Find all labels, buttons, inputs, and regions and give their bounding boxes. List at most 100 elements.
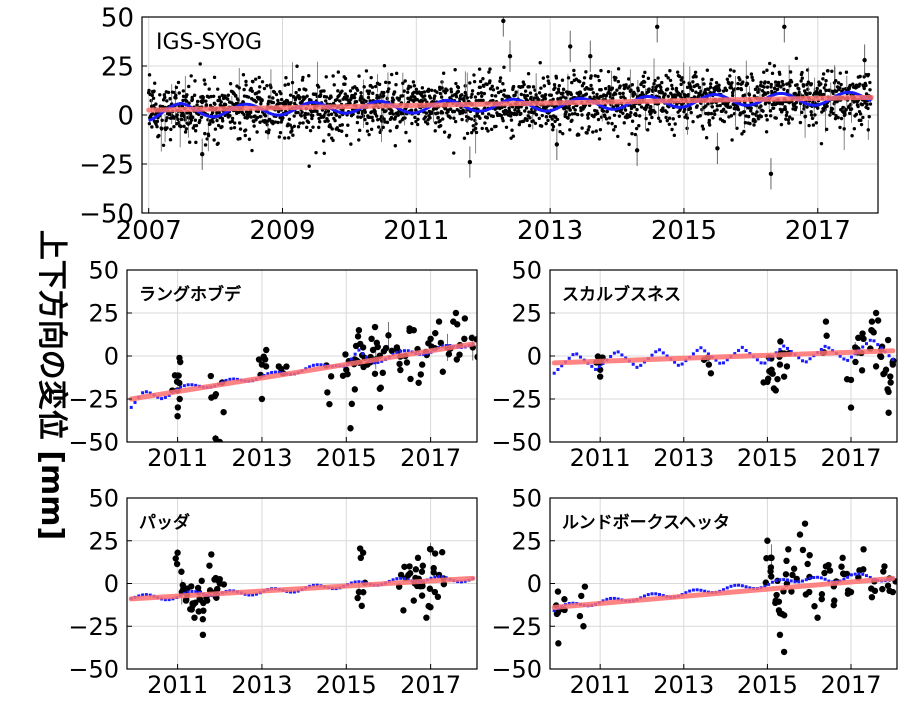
model-point: [429, 576, 433, 580]
data-point: [377, 95, 381, 100]
data-point: [212, 138, 216, 142]
data-point: [647, 87, 651, 91]
data-point: [374, 114, 379, 118]
data-point: [794, 56, 799, 61]
data-point: [825, 104, 829, 108]
x-tick-label: 2015: [651, 216, 717, 246]
data-point: [519, 111, 523, 116]
data-point: [793, 91, 797, 96]
data-point: [176, 117, 180, 122]
data-point: [150, 93, 154, 98]
data-point: [701, 127, 706, 131]
model-point: [706, 352, 710, 356]
model-point: [148, 593, 152, 597]
model-point: [789, 350, 793, 354]
data-point: [276, 109, 281, 114]
data-point: [474, 99, 478, 103]
data-point: [179, 124, 183, 129]
data-point: [806, 87, 810, 91]
data-point: [269, 85, 273, 90]
data-point: [576, 612, 584, 620]
data-point: [715, 108, 719, 112]
data-point: [238, 136, 242, 141]
data-point: [814, 121, 819, 125]
data-point: [596, 74, 600, 79]
data-point: [174, 93, 178, 97]
data-point: [213, 127, 218, 131]
data-point: [213, 102, 217, 106]
data-point: [613, 124, 618, 129]
data-point: [786, 118, 791, 122]
data-point: [769, 82, 773, 87]
data-point: [485, 116, 490, 120]
data-point: [303, 116, 307, 120]
model-point: [782, 578, 786, 582]
data-point: [181, 89, 186, 93]
data-point: [387, 80, 391, 85]
data-point: [570, 118, 574, 122]
model-point: [680, 362, 684, 366]
data-point: [255, 130, 259, 134]
data-point: [200, 599, 207, 607]
trend-line: [146, 94, 874, 113]
data-point: [288, 123, 292, 127]
data-point: [400, 94, 405, 98]
data-point: [414, 108, 418, 112]
data-point: [783, 363, 791, 370]
data-point: [616, 134, 620, 139]
data-point: [582, 81, 586, 86]
data-point: [708, 85, 713, 89]
data-point: [263, 114, 268, 118]
data-point: [207, 87, 211, 91]
data-point: [438, 549, 446, 556]
data-point: [788, 588, 795, 595]
data-point: [809, 82, 814, 86]
data-point: [381, 125, 385, 130]
data-point: [190, 97, 195, 102]
model-point: [673, 360, 677, 364]
data-point: [465, 131, 470, 136]
data-point: [437, 339, 445, 347]
model-point: [182, 384, 186, 388]
data-point: [286, 82, 291, 86]
data-point: [805, 105, 809, 109]
data-point: [841, 87, 845, 92]
data-point: [198, 62, 202, 66]
data-point: [770, 385, 778, 392]
x-tick-label: 2017: [820, 444, 881, 472]
model-point: [676, 363, 680, 367]
data-point: [473, 126, 478, 131]
model-point: [846, 358, 850, 362]
data-point: [281, 116, 285, 120]
data-point: [526, 71, 531, 76]
model-point: [646, 593, 650, 597]
data-point: [852, 358, 859, 366]
data-point: [428, 96, 433, 100]
data-point: [199, 616, 207, 623]
data-point: [369, 127, 374, 131]
data-point: [736, 86, 740, 91]
data-point: [764, 375, 772, 382]
model-point: [635, 365, 639, 369]
data-point: [839, 116, 844, 121]
data-point: [327, 133, 331, 137]
data-point: [810, 116, 815, 121]
data-point: [329, 95, 333, 99]
data-point: [204, 103, 209, 107]
data-point: [789, 80, 794, 84]
y-tick-label: −25: [68, 613, 119, 641]
data-point: [488, 79, 492, 83]
data-point: [751, 78, 755, 82]
data-point: [826, 69, 830, 73]
data-point: [591, 91, 596, 95]
data-point: [177, 91, 181, 95]
data-point: [887, 379, 894, 386]
data-point: [474, 353, 477, 361]
data-point: [278, 115, 282, 120]
data-point: [804, 92, 809, 97]
data-point: [728, 74, 732, 78]
data-point: [393, 144, 398, 148]
data-point: [764, 130, 769, 134]
data-point: [300, 78, 305, 82]
model-point: [437, 575, 441, 579]
